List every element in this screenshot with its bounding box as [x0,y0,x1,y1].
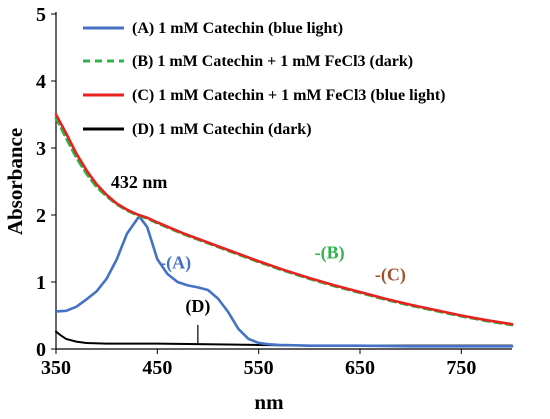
x-tick-label: 750 [446,357,476,379]
annotation-432-nm: 432 nm [111,172,168,192]
annotation-c: -(C) [375,265,406,286]
y-tick-label: 2 [36,205,46,227]
series-line-d-1-mm-catechin-dark [55,330,513,347]
annotations: 432 nm -(A) -(B) -(C) (D) [111,172,406,344]
legend-label-d-1-mm-catechin-dark: (D) 1 mM Catechin (dark) [132,121,312,138]
x-tick-label: 550 [244,357,274,379]
y-tick-label: 0 [36,339,46,361]
annotation-a: -(A) [160,253,191,274]
axes: 0 1 2 3 4 5 350 450 550 650 750 nm Absorbance [3,4,512,414]
y-tick-label: 1 [36,272,46,294]
series-line-a-1-mm-catechin-blue-light [54,215,514,348]
y-axis-title: Absorbance [3,128,27,235]
legend-label-b-1-mm-catechin-1-mm-fecl3-dark: (B) 1 mM Catechin + 1 mM FeCl3 (dark) [132,53,413,70]
x-tick-label: 350 [41,357,71,379]
annotation-b: -(B) [315,243,345,264]
legend-label-c-1-mm-catechin-1-mm-fecl3-blue-light: (C) 1 mM Catechin + 1 mM FeCl3 (blue lig… [132,87,446,104]
y-tick-label: 3 [36,138,46,160]
legend-label-a-1-mm-catechin-blue-light: (A) 1 mM Catechin (blue light) [132,20,343,37]
y-tick-label: 5 [36,4,46,26]
x-tick-label: 650 [345,357,375,379]
legend: (A) 1 mM Catechin (blue light) (B) 1 mM C… [83,20,446,138]
y-tick-label: 4 [36,71,46,93]
series-line-c-1-mm-catechin-1-mm-fecl3-blue-light [54,113,514,326]
series-line-b-1-mm-catechin-1-mm-fecl3-dark [54,116,514,327]
series-lines [54,113,514,348]
x-axis-title: nm [254,390,284,414]
annotation-d: (D) [185,296,210,317]
x-tick-label: 450 [142,357,172,379]
